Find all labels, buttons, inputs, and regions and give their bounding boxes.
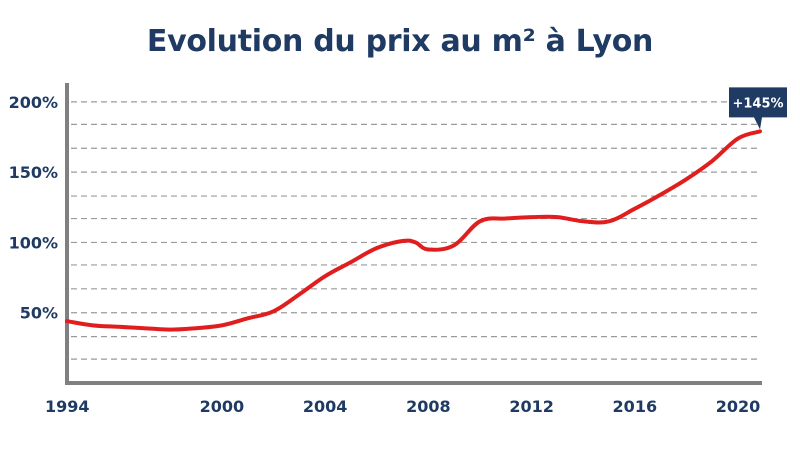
x-tick-label: 2016 bbox=[613, 397, 658, 416]
y-tick-label: 50% bbox=[20, 304, 58, 323]
x-tick-label: 2020 bbox=[716, 397, 761, 416]
x-tick-label: 1994 bbox=[45, 397, 90, 416]
x-tick-labels: 1994 2000 2004 2008 2012 2016 2020 bbox=[45, 397, 760, 416]
axes bbox=[65, 83, 762, 385]
y-tick-label: 150% bbox=[9, 163, 58, 182]
series bbox=[65, 129, 762, 332]
y-tick-label: 200% bbox=[9, 93, 58, 112]
x-tick-label: 2008 bbox=[406, 397, 451, 416]
gridlines bbox=[71, 101, 760, 360]
y-tick-labels: 50% 100% 150% 200% bbox=[9, 93, 58, 323]
x-tick-label: 2012 bbox=[509, 397, 554, 416]
y-tick-label: 100% bbox=[9, 233, 58, 252]
series-line-0 bbox=[65, 129, 762, 332]
growth-badge: +145% bbox=[729, 87, 787, 130]
chart-title: Evolution du prix au m² à Lyon bbox=[146, 24, 654, 59]
badge-label: +145% bbox=[732, 96, 783, 111]
x-tick-label: 2004 bbox=[303, 397, 348, 416]
badge-shape bbox=[729, 87, 787, 130]
x-tick-label: 2000 bbox=[200, 397, 245, 416]
